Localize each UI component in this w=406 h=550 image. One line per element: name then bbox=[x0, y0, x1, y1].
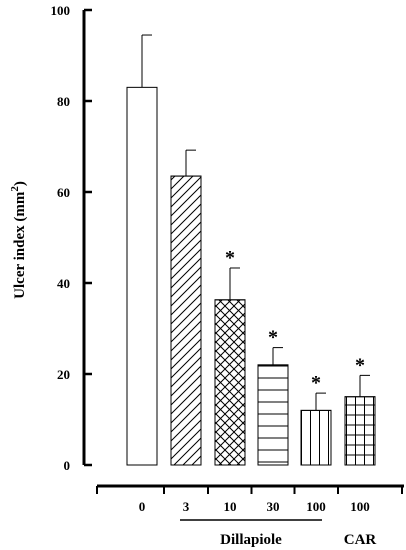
y-tick-label: 0 bbox=[64, 458, 71, 473]
y-tick-label: 20 bbox=[57, 367, 70, 382]
significance-star: * bbox=[268, 327, 278, 349]
significance-markers: * * * * bbox=[225, 247, 365, 394]
significance-star: * bbox=[311, 372, 321, 394]
x-tick-label: 100 bbox=[350, 499, 370, 514]
x-tick-label: 0 bbox=[139, 499, 146, 514]
bar-pattern bbox=[170, 175, 202, 466]
x-tick-label: 3 bbox=[183, 499, 190, 514]
x-tick-label: 100 bbox=[306, 499, 326, 514]
significance-star: * bbox=[355, 354, 365, 376]
y-tick-label: 80 bbox=[57, 94, 70, 109]
y-axis-title-superscript: 2 bbox=[9, 186, 21, 192]
y-axis-title: Ulcer index (mm2) bbox=[9, 181, 28, 299]
x-tick-label: 30 bbox=[267, 499, 280, 514]
y-axis-title-main: Ulcer index (mm bbox=[12, 191, 28, 299]
error-bars bbox=[141, 34, 370, 411]
x-axis-ticks: 0 3 10 30 100 100 bbox=[139, 499, 370, 514]
x-tick-label: 10 bbox=[224, 499, 237, 514]
y-axis-ticks: 0 20 40 60 80 100 bbox=[51, 3, 92, 473]
bar-pattern bbox=[214, 299, 246, 466]
x-axis bbox=[96, 484, 404, 494]
bar-pattern bbox=[344, 396, 376, 466]
significance-star: * bbox=[225, 247, 235, 269]
group-label: Dillapiole bbox=[220, 532, 282, 548]
y-tick-label: 60 bbox=[57, 185, 70, 200]
bar-pattern bbox=[257, 364, 289, 466]
bar-pattern bbox=[300, 409, 332, 466]
y-tick-label: 100 bbox=[51, 3, 71, 18]
bars bbox=[126, 86, 376, 466]
y-axis-title-close: ) bbox=[12, 181, 28, 186]
bar bbox=[126, 86, 158, 466]
group-labels: Dillapiole CAR bbox=[180, 519, 377, 548]
group-label: CAR bbox=[344, 532, 377, 548]
y-tick-label: 40 bbox=[57, 276, 70, 291]
